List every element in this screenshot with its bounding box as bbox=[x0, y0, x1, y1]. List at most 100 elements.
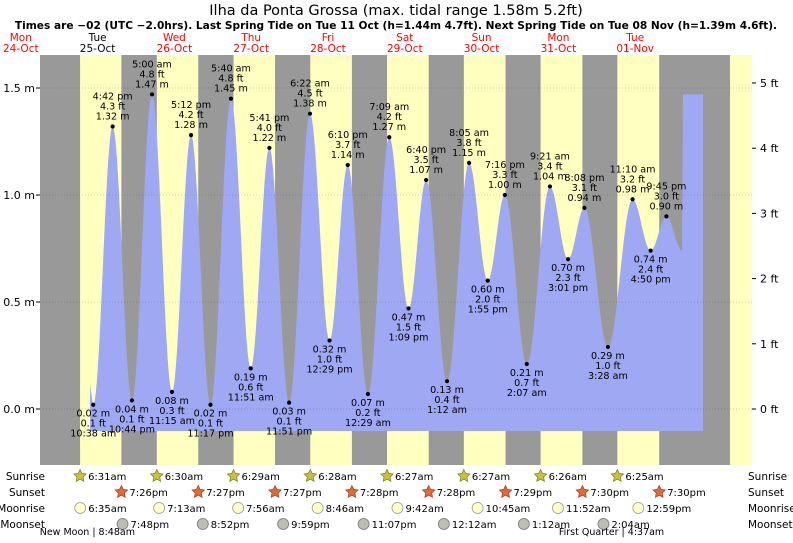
tide-time: 11:51 am bbox=[228, 392, 274, 403]
low-tide-point bbox=[365, 391, 371, 397]
moonset-time: 7:48pm bbox=[131, 520, 170, 531]
sunset-time: 7:30pm bbox=[667, 488, 706, 499]
sunrise-time: 6:27am bbox=[395, 472, 433, 483]
high-tide-point bbox=[267, 145, 272, 151]
low-tide-label: 0.47 m1.5 ft1:09 pm bbox=[388, 312, 428, 343]
tide-height-ft: 1.0 ft bbox=[595, 361, 621, 372]
high-tide-label: 9:45 pm3.0 ft0.90 m bbox=[646, 181, 686, 212]
sunrise-icon bbox=[380, 468, 394, 482]
tide-height-m: 0.94 m bbox=[568, 193, 602, 204]
low-tide-label: 0.13 m0.4 ft1:12 am bbox=[427, 385, 467, 416]
tide-height-ft: 0.4 ft bbox=[434, 395, 460, 406]
low-tide-point bbox=[485, 278, 490, 283]
tide-area-layer bbox=[90, 94, 703, 432]
moonset-time: 9:59pm bbox=[291, 520, 330, 531]
tide-height-ft: 4.0 ft bbox=[257, 123, 283, 134]
tide-height-ft: 1.5 ft bbox=[396, 322, 422, 333]
low-tide-label: 0.60 m2.0 ft1:55 pm bbox=[468, 285, 508, 316]
sunrise-icon bbox=[456, 468, 471, 482]
tide-time: 12:29 am bbox=[345, 418, 391, 429]
y-tick-label-ft: 2 ft bbox=[760, 273, 779, 286]
y-tick-label-m: 1.0 m bbox=[3, 189, 35, 202]
moon-phase-label: New Moon | 8:48am bbox=[40, 527, 135, 538]
low-tide-point bbox=[524, 361, 529, 367]
low-tide-point bbox=[287, 400, 292, 405]
tide-time: 4:50 pm bbox=[631, 275, 671, 286]
tide-height-ft: 2.0 ft bbox=[475, 295, 501, 306]
high-tide-label: 5:40 am4.8 ft1.45 m bbox=[211, 64, 251, 95]
y-tick-label-ft: 1 ft bbox=[760, 338, 779, 351]
low-tide-point bbox=[444, 379, 450, 384]
high-tide-point bbox=[149, 92, 155, 97]
tide-time: 8:08 pm bbox=[564, 173, 604, 184]
tide-height-ft: 3.7 ft bbox=[335, 140, 361, 151]
tide-time: 5:40 am bbox=[211, 64, 251, 75]
tide-height-m: 0.98 m bbox=[616, 184, 650, 195]
high-tide-label: 6:22 am4.5 ft1.38 m bbox=[290, 79, 330, 110]
day-headers: Mon24-OctTue25-OctWed26-OctThu27-OctFri2… bbox=[3, 32, 654, 55]
low-tide-point bbox=[208, 402, 213, 407]
axis-right: 0 ft 1 ft 2 ft 3 ft 4 ft 5 ft bbox=[752, 77, 779, 416]
tide-height-ft: 4.3 ft bbox=[100, 102, 126, 113]
moonrise-icon bbox=[232, 502, 245, 514]
chart-title: Ilha da Ponta Grossa (max. tidal range 1… bbox=[209, 3, 582, 19]
tide-height-m: 0.21 m bbox=[510, 368, 544, 379]
sunrise-time: 6:27am bbox=[472, 472, 510, 483]
high-tide-label: 9:21 am3.4 ft1.04 m bbox=[530, 151, 570, 182]
day-weekday: Mon bbox=[547, 32, 569, 44]
sunset-icon bbox=[575, 484, 590, 498]
day-weekday: Mon bbox=[10, 32, 32, 44]
tide-time: 5:41 pm bbox=[249, 113, 289, 124]
low-tide-point bbox=[129, 398, 135, 403]
high-tide-point bbox=[110, 124, 115, 129]
tide-time: 4:42 pm bbox=[93, 92, 133, 103]
y-tick-label-m: 0.0 m bbox=[3, 403, 35, 416]
high-tide-point bbox=[582, 205, 587, 210]
low-tide-point bbox=[248, 366, 253, 371]
tide-height-ft: 4.2 ft bbox=[377, 112, 403, 123]
tide-height-ft: 4.5 ft bbox=[297, 89, 323, 100]
low-tide-point bbox=[648, 248, 653, 253]
day-date: 24-Oct bbox=[3, 43, 39, 55]
y-tick-label-ft: 0 ft bbox=[760, 403, 779, 416]
sunrise-time: 6:29am bbox=[242, 472, 280, 483]
low-tide-point bbox=[91, 402, 96, 407]
high-tide-point bbox=[228, 96, 234, 101]
sunset-icon bbox=[421, 484, 436, 498]
moonrise-row-label-left: Moonrise bbox=[0, 503, 45, 515]
moonrise-icon bbox=[552, 502, 564, 514]
moonrise-time: 7:13am bbox=[167, 504, 205, 515]
tide-time: 9:21 am bbox=[530, 151, 570, 162]
low-tide-point bbox=[406, 306, 411, 311]
moonrise-icon bbox=[74, 502, 87, 514]
moonset-icon bbox=[597, 518, 610, 530]
day-date: 29-Oct bbox=[387, 43, 423, 55]
sunset-time: 7:30pm bbox=[590, 488, 629, 499]
high-tide-point bbox=[502, 192, 507, 198]
day-weekday: Sat bbox=[396, 32, 413, 44]
tide-height-m: 1.47 m bbox=[135, 79, 169, 90]
moonrise-icon bbox=[471, 502, 484, 514]
low-tide-point bbox=[169, 389, 175, 394]
moonset-icon bbox=[116, 518, 129, 530]
sunset-icon bbox=[344, 484, 359, 498]
tide-height-m: 1.04 m bbox=[533, 171, 567, 182]
tide-time: 7:16 pm bbox=[485, 160, 525, 171]
tide-time: 6:10 pm bbox=[328, 130, 368, 141]
day-date: 01-Nov bbox=[616, 43, 654, 55]
tide-height-m: 0.74 m bbox=[634, 255, 668, 266]
tide-height-ft: 3.8 ft bbox=[456, 138, 482, 149]
tide-time: 3:01 pm bbox=[548, 283, 588, 294]
tide-time: 1:09 pm bbox=[388, 332, 428, 343]
low-tide-label: 0.70 m2.3 ft3:01 pm bbox=[548, 263, 588, 294]
high-tide-point bbox=[466, 160, 472, 165]
tide-time: 8:05 am bbox=[449, 128, 489, 139]
tide-height-m: 0.60 m bbox=[471, 285, 505, 296]
sunset-time: 7:27pm bbox=[206, 488, 245, 499]
y-tick-label-ft: 3 ft bbox=[760, 207, 779, 220]
sunset-icon bbox=[191, 484, 206, 498]
